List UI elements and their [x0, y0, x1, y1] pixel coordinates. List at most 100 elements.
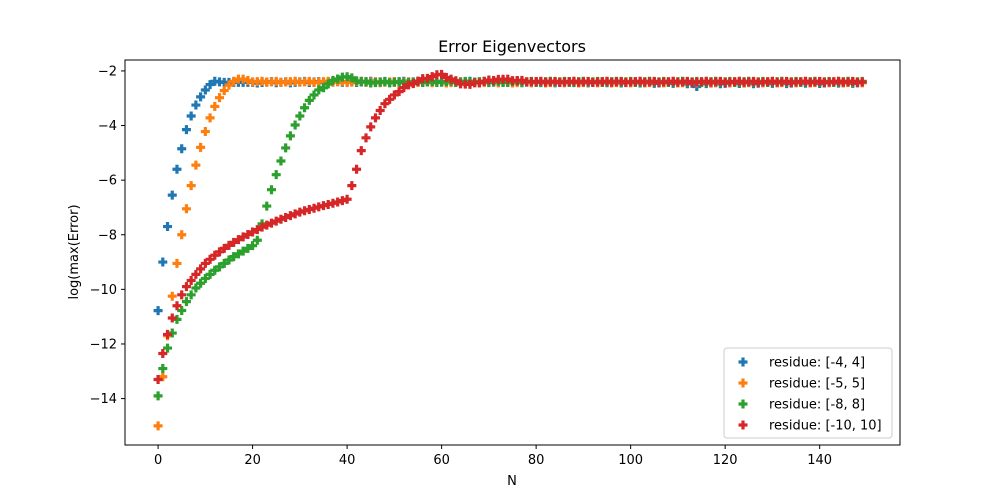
data-point [668, 76, 678, 86]
data-point [399, 78, 409, 88]
data-point [252, 235, 262, 245]
data-point [829, 77, 839, 87]
data-point [564, 77, 574, 87]
data-point [730, 77, 740, 87]
data-point [153, 421, 163, 431]
data-point [153, 391, 163, 401]
data-point [172, 164, 182, 174]
data-point [281, 212, 291, 222]
data-point [763, 77, 773, 87]
data-point [437, 69, 447, 79]
data-point [262, 220, 272, 230]
data-point [815, 76, 825, 86]
data-point [437, 77, 447, 87]
data-point [531, 77, 541, 87]
data-point [215, 77, 225, 87]
data-point [181, 204, 191, 214]
data-point [375, 77, 385, 87]
data-point [257, 222, 267, 232]
data-point [295, 111, 305, 121]
data-point [389, 77, 399, 87]
data-point [271, 76, 281, 86]
legend-label: residue: [-10, 10] [769, 419, 882, 434]
data-point [276, 156, 286, 166]
data-point [621, 77, 631, 87]
data-point [304, 95, 314, 105]
data-point [200, 85, 210, 95]
data-point [229, 76, 239, 86]
data-point [706, 77, 716, 87]
y-tick-label: −8 [98, 228, 117, 243]
data-point [725, 77, 735, 87]
data-point [314, 202, 324, 212]
x-tick-label: 60 [433, 453, 450, 468]
data-point [427, 72, 437, 82]
data-point [290, 76, 300, 86]
data-point [262, 201, 272, 211]
data-point [215, 93, 225, 103]
legend-label: residue: [-8, 8] [769, 398, 865, 413]
data-point [838, 77, 848, 87]
data-point [172, 258, 182, 268]
data-point [163, 343, 173, 353]
data-point [229, 237, 239, 247]
data-point [805, 77, 815, 87]
x-tick-label: 0 [154, 453, 162, 468]
data-point [541, 77, 551, 87]
data-point [196, 278, 206, 288]
data-point [522, 77, 532, 87]
data-point [484, 75, 494, 85]
data-point [493, 74, 503, 84]
chart-title: Error Eigenvectors [438, 37, 586, 56]
data-point [233, 235, 243, 245]
data-point [782, 76, 792, 86]
data-point [559, 77, 569, 87]
data-point [399, 83, 409, 93]
data-point [380, 99, 390, 109]
data-point [229, 252, 239, 262]
data-point [158, 364, 168, 374]
data-point [611, 77, 621, 87]
data-point [196, 142, 206, 152]
data-point [304, 76, 314, 86]
data-point [248, 77, 258, 87]
data-point [219, 77, 229, 87]
data-point [347, 73, 357, 83]
data-point [654, 77, 664, 87]
data-point [446, 74, 456, 84]
data-point [191, 269, 201, 279]
legend-label: residue: [-5, 5] [769, 377, 865, 392]
data-point [489, 75, 499, 85]
data-point [252, 77, 262, 87]
data-point [597, 77, 607, 87]
data-point [224, 80, 234, 90]
data-point [626, 77, 636, 87]
data-point [271, 216, 281, 226]
data-point [266, 185, 276, 195]
data-point [767, 76, 777, 86]
data-point [281, 77, 291, 87]
data-point [337, 72, 347, 82]
data-point [290, 209, 300, 219]
data-point [276, 77, 286, 87]
data-point [583, 76, 593, 86]
data-point [224, 240, 234, 250]
data-point [238, 74, 248, 84]
data-point [177, 290, 187, 300]
data-point [673, 77, 683, 87]
data-point [413, 76, 423, 86]
data-point [734, 76, 744, 86]
y-tick-label: −14 [90, 392, 117, 407]
data-point [205, 254, 215, 264]
data-point [394, 77, 404, 87]
data-point [474, 78, 484, 88]
data-point [309, 203, 319, 213]
data-point [422, 73, 432, 83]
data-point [158, 349, 168, 359]
x-tick-label: 40 [339, 453, 356, 468]
data-point [314, 77, 324, 87]
data-point [219, 86, 229, 96]
legend-marker [738, 378, 748, 388]
